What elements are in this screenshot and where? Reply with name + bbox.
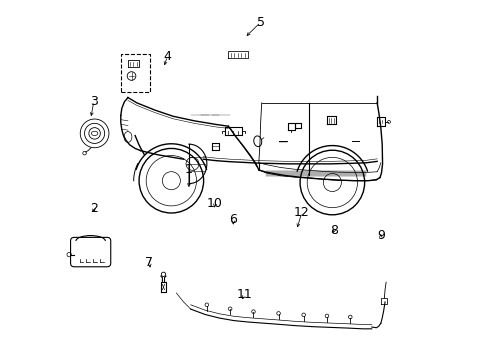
Text: 8: 8 [329,224,338,237]
Text: 9: 9 [376,229,384,242]
Text: 6: 6 [228,213,237,226]
Bar [121,54,150,92]
Text: 10: 10 [207,197,223,210]
Text: 3: 3 [90,95,98,108]
Text: 11: 11 [236,288,252,301]
Text: 12: 12 [293,206,309,219]
Text: 2: 2 [90,202,98,215]
Text: 4: 4 [163,50,171,63]
Text: 7: 7 [145,256,153,269]
Text: 1: 1 [184,163,192,176]
Text: 5: 5 [256,16,264,29]
